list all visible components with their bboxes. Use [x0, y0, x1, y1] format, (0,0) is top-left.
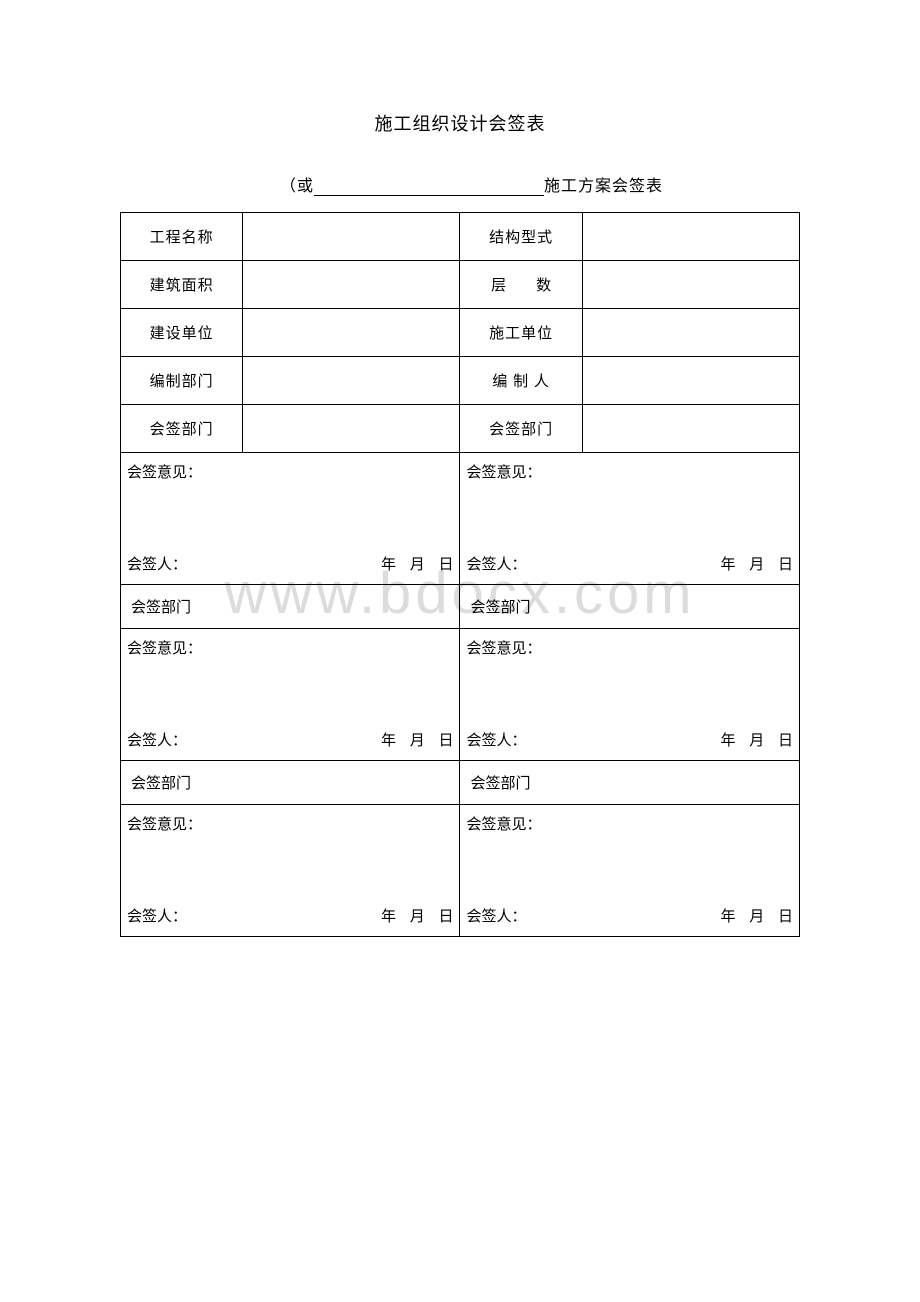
opinion-label: 会签意见：	[466, 461, 793, 482]
year-label: 年	[381, 909, 396, 925]
opinion-cell-3r: 会签意见： 会签人： 年 月 日	[460, 805, 800, 937]
opinion-cell-3l: 会签意见： 会签人： 年 月 日	[121, 805, 460, 937]
label-sign-dept-2r: 会签部门	[460, 585, 582, 629]
month-label: 月	[410, 557, 425, 573]
signoff-table: 工程名称 结构型式 建筑面积 层 数 建设单位 施工单位 编制部门 编 制	[120, 212, 800, 937]
month-label: 月	[749, 733, 764, 749]
subtitle-underline	[314, 180, 544, 196]
label-sign-dept-2l: 会签部门	[121, 585, 243, 629]
label-construction-unit: 施工单位	[460, 309, 582, 357]
signer-label: 会签人：	[466, 553, 526, 574]
table-row: 编制部门 编 制 人	[121, 357, 800, 405]
date-fields: 年 月 日	[371, 729, 454, 750]
subtitle-prefix: （或	[280, 178, 314, 195]
month-label: 月	[749, 557, 764, 573]
date-fields: 年 月 日	[710, 905, 793, 926]
table-row: 建设单位 施工单位	[121, 309, 800, 357]
date-fields: 年 月 日	[371, 553, 454, 574]
year-label: 年	[381, 557, 396, 573]
table-row: 会签部门 会签部门	[121, 405, 800, 453]
value-structure-type	[582, 213, 799, 261]
year-label: 年	[720, 733, 735, 749]
value-sign-dept-2l	[243, 585, 460, 629]
opinion-label: 会签意见：	[466, 637, 793, 658]
label-project-name: 工程名称	[121, 213, 243, 261]
year-label: 年	[381, 733, 396, 749]
month-label: 月	[410, 909, 425, 925]
label-construction-owner: 建设单位	[121, 309, 243, 357]
value-sign-dept-2r	[582, 585, 799, 629]
signer-label: 会签人：	[466, 729, 526, 750]
signer-label: 会签人：	[127, 729, 187, 750]
signer-label: 会签人：	[127, 553, 187, 574]
opinion-cell-1r: 会签意见： 会签人： 年 月 日	[460, 453, 800, 585]
table-row: 会签部门 会签部门	[121, 585, 800, 629]
day-label: 日	[438, 733, 453, 749]
value-floors	[582, 261, 799, 309]
signer-label: 会签人：	[466, 905, 526, 926]
table-row: 会签部门 会签部门	[121, 761, 800, 805]
value-compiler	[582, 357, 799, 405]
year-label: 年	[720, 909, 735, 925]
value-sign-dept-3l	[243, 761, 460, 805]
subtitle-line: （或 施工方案会签表	[120, 172, 800, 196]
day-label: 日	[778, 733, 793, 749]
value-project-name	[243, 213, 460, 261]
value-sign-dept-3r	[582, 761, 799, 805]
value-sign-dept-1r	[582, 405, 799, 453]
value-construction-owner	[243, 309, 460, 357]
table-row: 会签意见： 会签人： 年 月 日 会签意见： 会签人：	[121, 805, 800, 937]
date-fields: 年 月 日	[710, 553, 793, 574]
signer-label: 会签人：	[127, 905, 187, 926]
label-structure-type: 结构型式	[460, 213, 582, 261]
day-label: 日	[778, 557, 793, 573]
value-building-area	[243, 261, 460, 309]
label-compile-dept: 编制部门	[121, 357, 243, 405]
subtitle-suffix: 施工方案会签表	[544, 178, 663, 195]
label-sign-dept-3l: 会签部门	[121, 761, 243, 805]
month-label: 月	[749, 909, 764, 925]
date-fields: 年 月 日	[710, 729, 793, 750]
opinion-cell-2r: 会签意见： 会签人： 年 月 日	[460, 629, 800, 761]
year-label: 年	[720, 557, 735, 573]
opinion-label: 会签意见：	[127, 637, 453, 658]
day-label: 日	[778, 909, 793, 925]
value-sign-dept-1l	[243, 405, 460, 453]
month-label: 月	[410, 733, 425, 749]
opinion-cell-2l: 会签意见： 会签人： 年 月 日	[121, 629, 460, 761]
document-page: 施工组织设计会签表 （或 施工方案会签表 工程名称 结构型式 建筑面积 层 数 建…	[0, 0, 920, 937]
table-row: 会签意见： 会签人： 年 月 日 会签意见： 会签人：	[121, 453, 800, 585]
label-sign-dept-3r: 会签部门	[460, 761, 582, 805]
opinion-cell-1l: 会签意见： 会签人： 年 月 日	[121, 453, 460, 585]
day-label: 日	[438, 909, 453, 925]
value-construction-unit	[582, 309, 799, 357]
label-floors: 层 数	[460, 261, 582, 309]
day-label: 日	[438, 557, 453, 573]
label-sign-dept-1l: 会签部门	[121, 405, 243, 453]
label-compiler: 编 制 人	[460, 357, 582, 405]
table-row: 会签意见： 会签人： 年 月 日 会签意见： 会签人：	[121, 629, 800, 761]
label-sign-dept-1r: 会签部门	[460, 405, 582, 453]
table-row: 工程名称 结构型式	[121, 213, 800, 261]
page-title: 施工组织设计会签表	[120, 110, 800, 136]
table-row: 建筑面积 层 数	[121, 261, 800, 309]
opinion-label: 会签意见：	[127, 813, 453, 834]
opinion-label: 会签意见：	[466, 813, 793, 834]
opinion-label: 会签意见：	[127, 461, 453, 482]
value-compile-dept	[243, 357, 460, 405]
date-fields: 年 月 日	[371, 905, 454, 926]
label-building-area: 建筑面积	[121, 261, 243, 309]
